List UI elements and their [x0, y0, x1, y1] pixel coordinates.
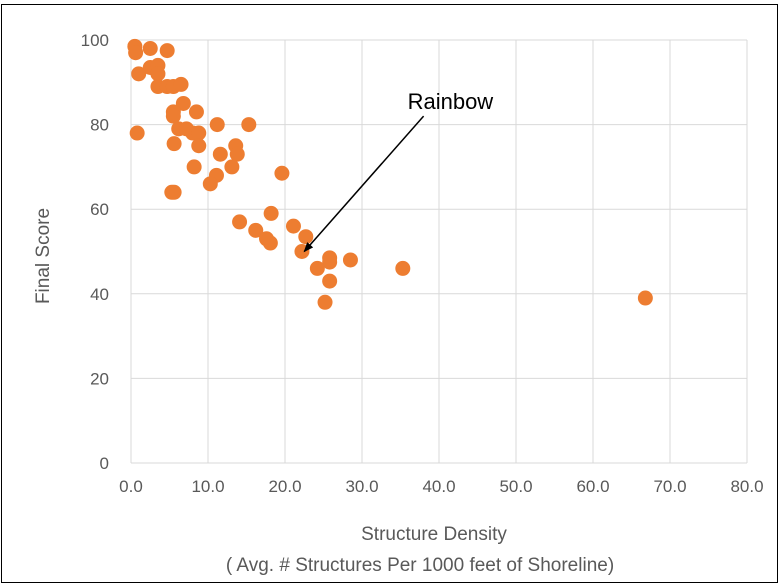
data-point — [186, 159, 202, 175]
data-point — [191, 125, 207, 141]
data-point — [285, 218, 301, 234]
y-tick-label: 100 — [81, 31, 109, 50]
x-tick-label: 30.0 — [345, 477, 378, 496]
x-tick-label: 70.0 — [653, 477, 686, 496]
data-point — [166, 136, 182, 152]
x-tick-label: 10.0 — [191, 477, 224, 496]
x-tick-label: 20.0 — [268, 477, 301, 496]
data-point — [224, 159, 240, 175]
annotation-arrow — [303, 115, 425, 253]
data-point — [191, 138, 207, 154]
gridlines — [130, 39, 748, 464]
data-point — [298, 229, 314, 245]
x-tick-label: 50.0 — [499, 477, 532, 496]
x-tick-label: 40.0 — [422, 477, 455, 496]
data-point — [131, 66, 147, 82]
data-point — [150, 66, 166, 82]
y-tick-label: 40 — [90, 285, 109, 304]
data-point — [142, 40, 158, 56]
data-points — [127, 38, 653, 310]
data-point — [212, 146, 228, 162]
annotations: Rainbow — [303, 89, 494, 253]
x-tick-label: 0.0 — [119, 477, 143, 496]
y-tick-label: 0 — [100, 454, 109, 473]
data-point — [202, 176, 218, 192]
data-point — [128, 45, 144, 61]
y-tick-label: 80 — [90, 116, 109, 135]
data-point — [165, 108, 181, 124]
data-point — [262, 235, 278, 251]
data-point — [175, 95, 191, 111]
data-point — [263, 205, 279, 221]
x-axis-subtitle: ( Avg. # Structures Per 1000 feet of Sho… — [226, 555, 614, 576]
data-point — [232, 214, 248, 230]
data-point — [229, 146, 245, 162]
data-point — [241, 117, 257, 133]
y-axis-title: Final Score — [33, 208, 54, 304]
data-point — [342, 252, 358, 268]
data-point — [322, 273, 338, 289]
x-tick-label: 60.0 — [576, 477, 609, 496]
data-point — [129, 125, 145, 141]
data-point — [309, 260, 325, 276]
y-tick-label: 60 — [90, 200, 109, 219]
data-point — [166, 184, 182, 200]
data-point — [248, 222, 264, 238]
data-point — [274, 165, 290, 181]
data-point — [173, 76, 189, 92]
x-axis-title: Structure Density — [361, 524, 507, 545]
y-tick-label: 20 — [90, 369, 109, 388]
data-point — [637, 290, 653, 306]
data-point — [159, 43, 175, 59]
data-point — [322, 254, 338, 270]
x-tick-label: 80.0 — [730, 477, 763, 496]
data-point — [209, 117, 225, 133]
annotation-label: Rainbow — [408, 89, 494, 114]
data-point — [317, 294, 333, 310]
data-point — [188, 104, 204, 120]
data-point — [395, 260, 411, 276]
tick-labels: 0 20 40 60 80 100 0.0 10.0 20.0 30.0 40.0 50.0 60.0 7… — [81, 31, 764, 496]
data-point — [294, 244, 310, 259]
